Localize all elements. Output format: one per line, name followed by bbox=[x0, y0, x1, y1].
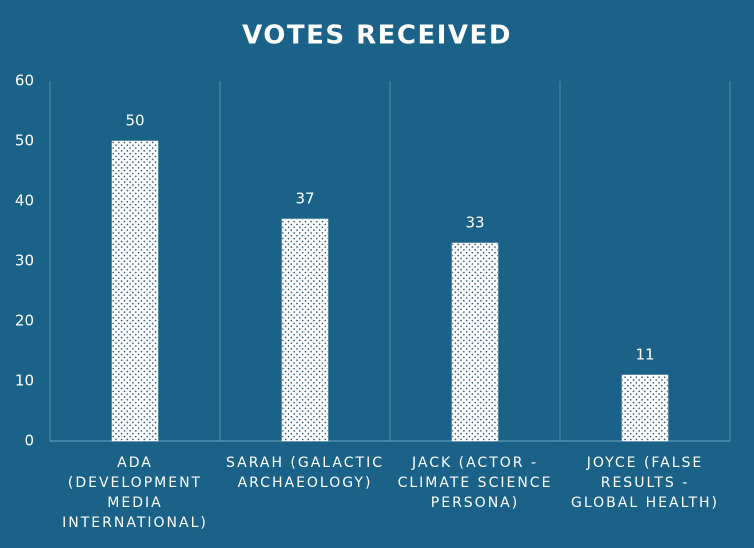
value-label: 37 bbox=[295, 190, 314, 208]
x-tick-label: JOYCE (FALSE RESULTS - GLOBAL HEALTH) bbox=[571, 455, 719, 511]
y-tick-label: 10 bbox=[15, 372, 34, 390]
chart-title: VOTES RECEIVED bbox=[242, 21, 512, 51]
value-label: 11 bbox=[635, 346, 654, 364]
x-tick-label: JACK (ACTOR - CLIMATE SCIENCE PERSONA) bbox=[397, 455, 553, 511]
bar bbox=[451, 242, 499, 442]
x-tick-label: SARAH (GALACTIC ARCHAEOLOGY) bbox=[225, 455, 384, 491]
y-tick-label: 60 bbox=[15, 72, 34, 90]
value-label: 50 bbox=[125, 112, 144, 130]
bar bbox=[621, 374, 669, 442]
value-label: 33 bbox=[465, 214, 484, 232]
y-tick-label: 30 bbox=[15, 252, 34, 270]
y-tick-label: 0 bbox=[24, 432, 34, 450]
bar bbox=[281, 218, 329, 442]
x-tick-label: ADA (DEVELOPMENT MEDIA INTERNATIONAL) bbox=[62, 455, 208, 531]
y-tick-label: 50 bbox=[15, 132, 34, 150]
bar bbox=[111, 140, 159, 442]
y-tick-label: 40 bbox=[15, 192, 34, 210]
y-tick-label: 20 bbox=[15, 312, 34, 330]
